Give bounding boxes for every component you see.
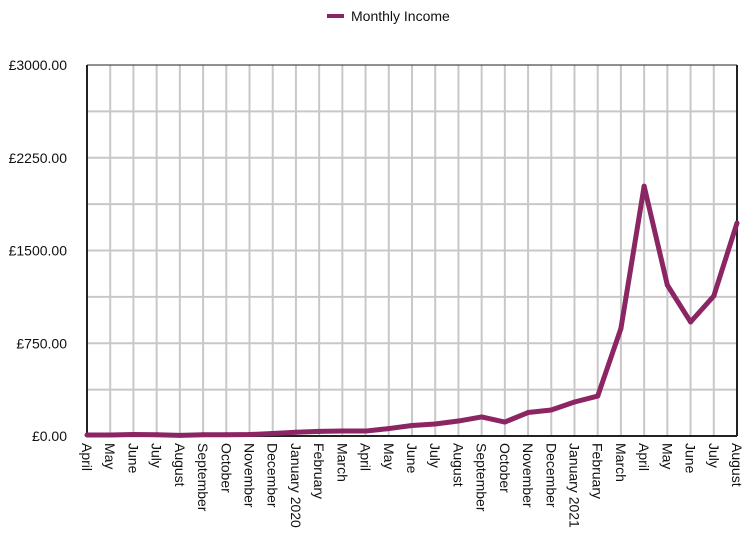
x-tick-label: April (358, 443, 374, 471)
x-tick-label: January 2020 (288, 443, 304, 528)
x-tick-label: September (474, 443, 490, 512)
x-tick-label: May (659, 443, 675, 469)
x-tick-label: April (79, 443, 95, 471)
y-tick-label: £3000.00 (9, 57, 68, 73)
data-point (84, 432, 90, 438)
data-point (618, 325, 624, 331)
x-tick-label: July (427, 443, 443, 468)
data-point (200, 432, 206, 438)
data-point (734, 220, 740, 226)
data-point (363, 428, 369, 434)
x-tick-label: March (613, 443, 629, 482)
x-tick-label: April (636, 443, 652, 471)
y-tick-label: £0.00 (32, 428, 67, 444)
x-tick-label: June (404, 443, 420, 474)
x-tick-label: December (543, 443, 559, 508)
x-tick-label: June (683, 443, 699, 474)
data-point (595, 393, 601, 399)
x-tick-label: October (218, 443, 234, 493)
x-tick-label: November (242, 443, 258, 508)
data-point (154, 432, 160, 438)
data-point (688, 319, 694, 325)
data-point (223, 432, 229, 438)
y-tick-label: £2250.00 (9, 150, 68, 166)
data-point (177, 432, 183, 438)
x-tick-label: January 2021 (567, 443, 583, 528)
x-tick-label: August (172, 443, 188, 487)
x-tick-label: May (102, 443, 118, 469)
x-tick-label: July (149, 443, 165, 468)
data-point (548, 407, 554, 413)
data-point (386, 426, 392, 432)
data-point (641, 183, 647, 189)
data-point (339, 428, 345, 434)
data-point (107, 432, 113, 438)
data-point (502, 419, 508, 425)
x-tick-label: November (520, 443, 536, 508)
x-tick-label: December (265, 443, 281, 508)
data-point (247, 432, 252, 438)
x-tick-label: June (125, 443, 141, 474)
x-tick-label: May (381, 443, 397, 469)
x-tick-label: February (311, 443, 327, 499)
y-tick-label: £750.00 (16, 335, 67, 351)
x-tick-label: October (497, 443, 513, 493)
data-point (572, 399, 577, 405)
x-tick-label: August (450, 443, 466, 487)
data-point (293, 429, 299, 435)
x-tick-label: July (706, 443, 722, 468)
x-tick-label: August (729, 443, 745, 487)
data-point (130, 432, 136, 438)
data-point (455, 418, 461, 424)
data-point (270, 431, 276, 437)
x-tick-label: February (590, 443, 606, 499)
data-point (409, 422, 415, 428)
data-point (711, 293, 717, 299)
x-tick-label: September (195, 443, 211, 512)
data-point (664, 282, 670, 288)
legend-label: Monthly Income (351, 8, 450, 24)
y-tick-label: £1500.00 (9, 243, 68, 259)
data-point (525, 410, 531, 416)
x-tick-label: March (334, 443, 350, 482)
data-point (479, 414, 485, 420)
data-point (432, 421, 438, 427)
data-point (316, 428, 322, 434)
